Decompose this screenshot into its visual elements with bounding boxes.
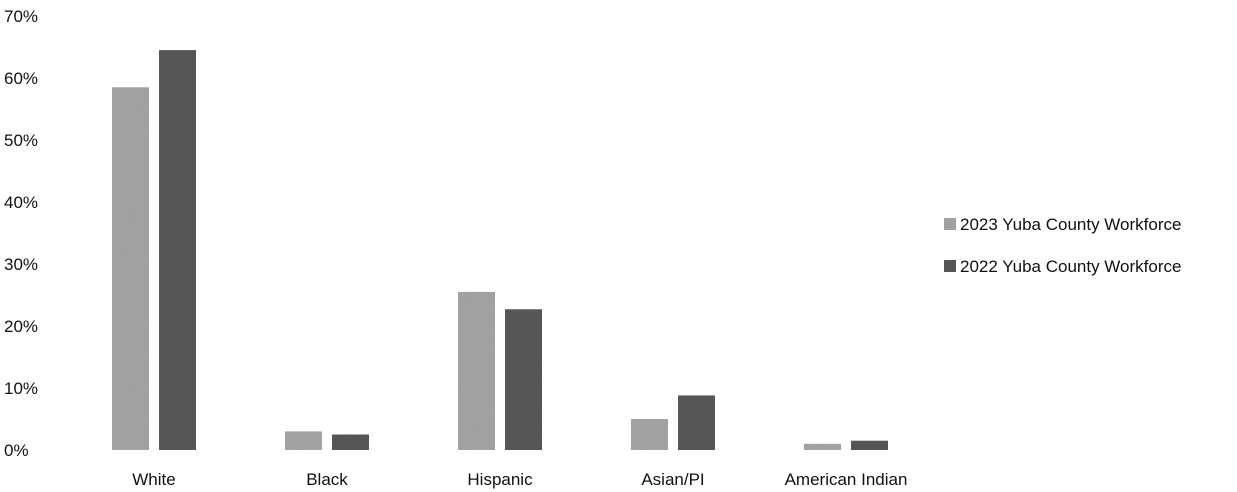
x-category-label: Black <box>306 470 348 489</box>
y-tick-label: 60% <box>4 69 38 88</box>
y-tick-label: 20% <box>4 317 38 336</box>
y-tick-label: 30% <box>4 255 38 274</box>
x-axis: White Black Hispanic Asian/PI American India… <box>132 470 907 489</box>
y-tick-label: 50% <box>4 131 38 150</box>
bar-white-series-1 <box>112 87 149 451</box>
x-category-label: Asian/PI <box>641 470 704 489</box>
x-category-label: White <box>132 470 175 489</box>
bar-american-indian-series-1 <box>804 443 841 450</box>
y-tick-label: 10% <box>4 379 38 398</box>
bar-black-series-2 <box>332 434 369 450</box>
x-category-label: Hispanic <box>467 470 533 489</box>
legend-label-series-1: 2023 Yuba County Workforce <box>960 215 1181 234</box>
y-tick-label: 40% <box>4 193 38 212</box>
bar-asian-pi-series-1 <box>631 419 668 450</box>
bar-american-indian-series-2 <box>851 440 888 450</box>
y-tick-label: 70% <box>4 7 38 26</box>
legend-swatch-series-1 <box>944 218 956 230</box>
y-axis: 0% 10% 20% 30% 40% 50% 60% 70% <box>4 7 38 460</box>
y-tick-label: 0% <box>4 441 29 460</box>
legend: 2023 Yuba County Workforce 2022 Yuba Coun… <box>944 215 1181 276</box>
legend-swatch-series-2 <box>944 260 956 272</box>
x-category-label: American Indian <box>785 470 908 489</box>
bars <box>112 50 888 451</box>
bar-asian-pi-series-2 <box>678 395 715 450</box>
bar-hispanic-series-2 <box>505 309 542 450</box>
bar-white-series-2 <box>159 50 196 450</box>
bar-hispanic-series-1 <box>458 291 495 450</box>
legend-label-series-2: 2022 Yuba County Workforce <box>960 257 1181 276</box>
bar-black-series-1 <box>285 431 322 450</box>
